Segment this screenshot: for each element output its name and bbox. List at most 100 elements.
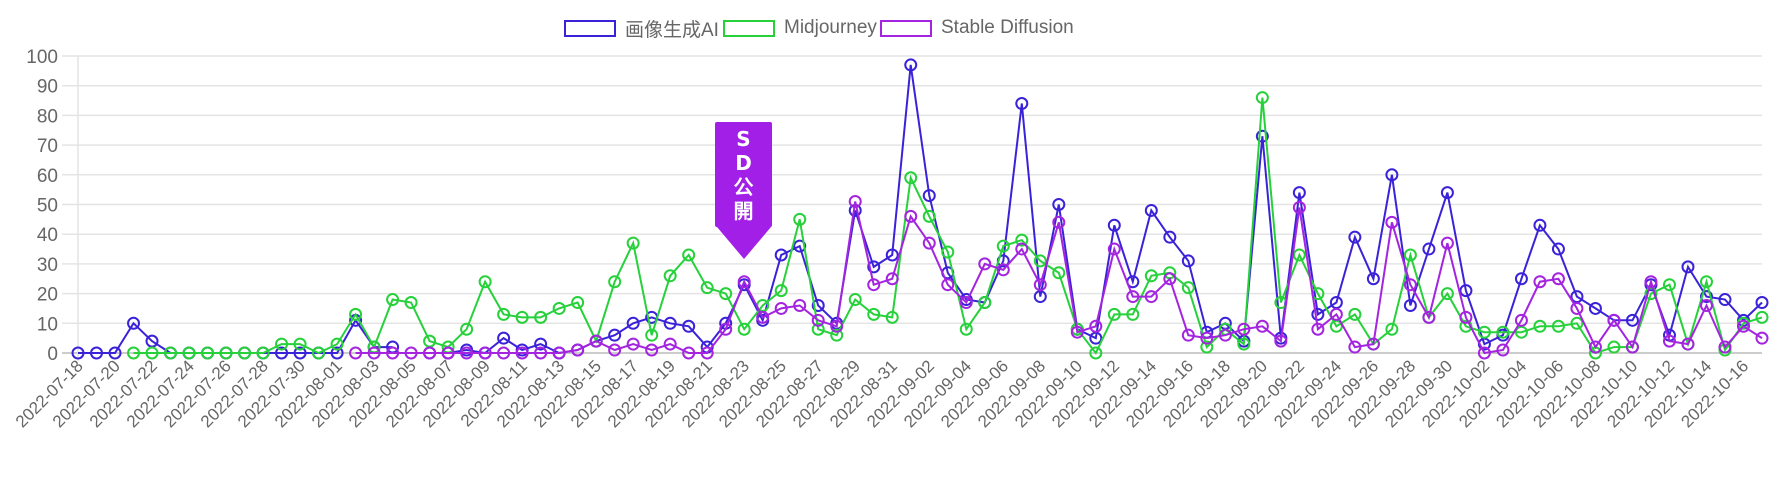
data-point[interactable] — [127, 316, 141, 330]
data-point[interactable] — [737, 275, 751, 289]
data-point[interactable] — [608, 343, 622, 357]
data-point[interactable] — [1662, 278, 1676, 292]
data-point[interactable] — [441, 346, 455, 360]
data-point[interactable] — [1181, 328, 1195, 342]
data-point[interactable] — [663, 269, 677, 283]
data-point[interactable] — [312, 346, 326, 360]
data-point[interactable] — [534, 310, 548, 324]
data-point[interactable] — [774, 248, 788, 262]
data-point[interactable] — [885, 272, 899, 286]
data-point[interactable] — [1329, 307, 1343, 321]
data-point[interactable] — [1440, 287, 1454, 301]
data-point[interactable] — [1163, 230, 1177, 244]
data-point[interactable] — [1366, 337, 1380, 351]
data-point[interactable] — [830, 328, 844, 342]
data-point[interactable] — [1662, 334, 1676, 348]
data-point[interactable] — [793, 212, 807, 226]
data-point[interactable] — [848, 195, 862, 209]
data-point[interactable] — [737, 322, 751, 336]
data-point[interactable] — [1699, 275, 1713, 289]
data-point[interactable] — [1403, 298, 1417, 312]
data-point[interactable] — [1163, 272, 1177, 286]
data-point[interactable] — [552, 301, 566, 315]
data-point[interactable] — [182, 346, 196, 360]
data-point[interactable] — [1052, 198, 1066, 211]
data-point[interactable] — [1755, 331, 1769, 345]
data-point[interactable] — [460, 346, 474, 360]
data-point[interactable] — [330, 346, 344, 360]
data-point[interactable] — [1440, 186, 1454, 200]
data-point[interactable] — [867, 307, 881, 321]
data-point[interactable] — [1274, 334, 1288, 348]
data-point[interactable] — [959, 322, 973, 336]
data-point[interactable] — [885, 248, 899, 262]
data-point[interactable] — [1089, 346, 1103, 360]
data-point[interactable] — [1607, 340, 1621, 354]
data-point[interactable] — [1107, 218, 1121, 232]
data-point[interactable] — [1625, 313, 1639, 327]
data-point[interactable] — [700, 281, 714, 295]
data-point[interactable] — [1681, 260, 1695, 274]
data-point[interactable] — [1514, 313, 1528, 327]
data-point[interactable] — [811, 313, 825, 327]
data-point[interactable] — [1422, 310, 1436, 324]
data-point[interactable] — [1237, 337, 1251, 351]
data-point[interactable] — [293, 337, 307, 351]
data-point[interactable] — [774, 284, 788, 298]
data-point[interactable] — [1292, 186, 1306, 200]
legend-item-stable-diffusion[interactable]: Stable Diffusion — [880, 15, 1074, 41]
data-point[interactable] — [1107, 242, 1121, 256]
data-point[interactable] — [1496, 343, 1510, 357]
data-point[interactable] — [922, 236, 936, 250]
data-point[interactable] — [608, 328, 622, 342]
data-point[interactable] — [1311, 307, 1325, 321]
data-point[interactable] — [1200, 340, 1214, 354]
data-point[interactable] — [1514, 272, 1528, 286]
data-point[interactable] — [811, 298, 825, 312]
data-point[interactable] — [1459, 310, 1473, 324]
data-point[interactable] — [1755, 296, 1769, 310]
data-point[interactable] — [941, 245, 955, 259]
data-point[interactable] — [1440, 236, 1454, 250]
data-point[interactable] — [1718, 293, 1732, 307]
data-point[interactable] — [1644, 275, 1658, 289]
data-point[interactable] — [1366, 272, 1380, 286]
data-point[interactable] — [682, 319, 696, 333]
data-point[interactable] — [1551, 319, 1565, 333]
data-point[interactable] — [1403, 278, 1417, 292]
data-point[interactable] — [700, 346, 714, 360]
data-point[interactable] — [885, 310, 899, 324]
data-point[interactable] — [1237, 322, 1251, 336]
data-point[interactable] — [386, 346, 400, 360]
data-point[interactable] — [922, 209, 936, 223]
legend-item-midjourney[interactable]: Midjourney — [723, 15, 877, 41]
data-point[interactable] — [1144, 290, 1158, 304]
data-point[interactable] — [663, 337, 677, 351]
data-point[interactable] — [1551, 242, 1565, 256]
data-point[interactable] — [1033, 278, 1047, 292]
data-point[interactable] — [1181, 281, 1195, 295]
data-point[interactable] — [1422, 242, 1436, 256]
data-point[interactable] — [1533, 218, 1547, 232]
data-point[interactable] — [1015, 233, 1029, 247]
data-point[interactable] — [1200, 331, 1214, 345]
data-point[interactable] — [1551, 272, 1565, 286]
data-point[interactable] — [1015, 97, 1029, 111]
data-point[interactable] — [848, 293, 862, 307]
data-point[interactable] — [922, 189, 936, 203]
data-point[interactable] — [1181, 254, 1195, 268]
data-point[interactable] — [978, 257, 992, 271]
data-point[interactable] — [275, 337, 289, 351]
data-point[interactable] — [1533, 275, 1547, 289]
data-point[interactable] — [1588, 301, 1602, 315]
data-point[interactable] — [1070, 325, 1084, 339]
data-point[interactable] — [90, 346, 104, 360]
data-point[interactable] — [201, 346, 215, 360]
data-point[interactable] — [996, 239, 1010, 253]
data-point[interactable] — [1607, 313, 1621, 327]
data-point[interactable] — [127, 346, 141, 360]
data-point[interactable] — [1459, 284, 1473, 298]
legend-item-gazou-seisei-ai[interactable]: 画像生成AI — [564, 15, 719, 41]
data-point[interactable] — [571, 296, 585, 310]
data-point[interactable] — [904, 58, 918, 72]
